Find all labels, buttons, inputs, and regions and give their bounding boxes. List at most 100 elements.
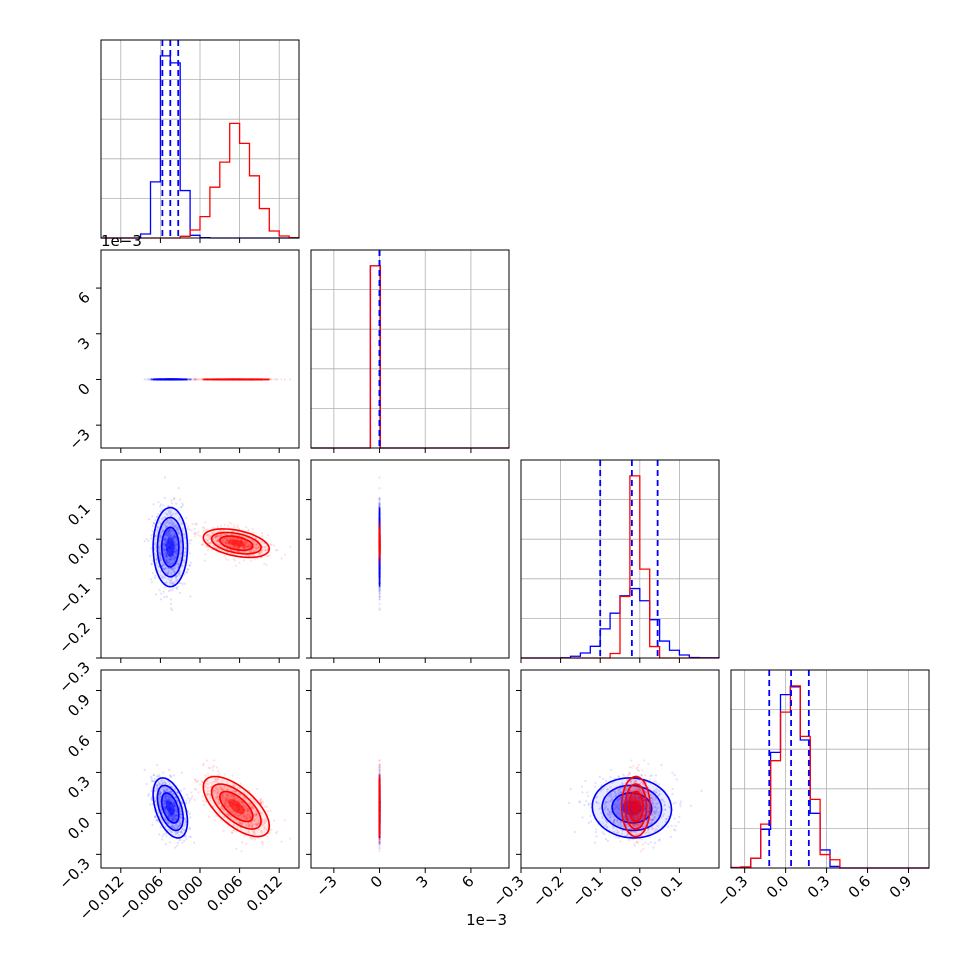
- sample-point: [270, 378, 273, 381]
- sample-point: [164, 781, 167, 784]
- sample-point: [219, 529, 223, 533]
- sample-point: [229, 536, 232, 539]
- sample-point: [177, 532, 181, 535]
- sample-point: [169, 814, 172, 817]
- sample-point: [233, 526, 236, 529]
- sample-point: [164, 796, 167, 799]
- sample-point: [171, 569, 174, 572]
- sample-point: [201, 378, 204, 381]
- sample-point: [163, 567, 166, 571]
- sample-point: [158, 793, 161, 796]
- sample-point: [189, 816, 192, 819]
- sample-point: [170, 776, 173, 779]
- sample-point: [216, 534, 219, 538]
- sample-point: [184, 547, 187, 551]
- sample-point: [156, 763, 159, 767]
- sample-point: [378, 598, 381, 601]
- sample-point: [201, 542, 205, 546]
- sample-point: [176, 528, 179, 531]
- sample-point: [378, 589, 381, 593]
- sample-point: [252, 540, 255, 544]
- sample-point: [202, 529, 205, 532]
- sample-point: [230, 533, 233, 536]
- sample-point: [378, 561, 381, 564]
- sample-point: [254, 549, 257, 552]
- sample-point: [378, 589, 381, 592]
- sample-point: [236, 526, 239, 529]
- sample-point: [158, 546, 161, 549]
- sample-point: [161, 781, 164, 785]
- sample-point: [170, 819, 174, 822]
- sample-point: [247, 537, 250, 540]
- sample-point: [210, 534, 213, 537]
- sample-point: [158, 833, 161, 836]
- sample-point: [164, 552, 167, 555]
- sample-point: [378, 504, 381, 507]
- density-fill: [211, 532, 262, 554]
- sample-point: [186, 793, 189, 797]
- sample-point: [169, 518, 172, 522]
- sample-point: [246, 545, 249, 548]
- sample-point: [245, 546, 248, 549]
- sample-point: [222, 540, 225, 544]
- sample-point: [257, 546, 260, 549]
- sample-point: [174, 805, 177, 808]
- sample-point: [160, 819, 163, 822]
- sample-point: [244, 541, 247, 544]
- sample-point: [219, 535, 222, 538]
- sample-point: [185, 571, 188, 575]
- sample-point: [173, 537, 176, 540]
- sample-point: [226, 540, 229, 543]
- sample-point: [242, 546, 245, 549]
- sample-point: [176, 585, 179, 589]
- sample-point: [378, 559, 381, 562]
- sample-point: [163, 543, 166, 546]
- sample-point: [188, 378, 191, 381]
- sample-point: [165, 554, 168, 557]
- sample-point: [155, 819, 158, 822]
- sample-point: [255, 543, 258, 546]
- sample-point: [167, 534, 170, 537]
- sample-point: [378, 522, 381, 525]
- sample-point: [159, 505, 162, 508]
- sample-point: [378, 476, 381, 479]
- sample-point: [164, 796, 167, 799]
- sample-point: [378, 592, 381, 595]
- sample-point: [158, 589, 161, 592]
- sample-point: [229, 537, 232, 541]
- sample-point: [232, 524, 236, 527]
- sample-point: [168, 558, 171, 561]
- sample-point: [174, 846, 177, 849]
- sample-point: [165, 537, 168, 541]
- sample-point: [166, 573, 169, 576]
- sample-point: [163, 803, 166, 806]
- sample-point: [164, 796, 167, 799]
- sample-point: [160, 536, 163, 539]
- sample-point: [220, 524, 223, 528]
- sample-point: [232, 545, 235, 548]
- sample-point: [173, 804, 176, 807]
- sample-point: [167, 796, 171, 799]
- sample-point: [164, 566, 167, 569]
- sample-point: [158, 800, 161, 803]
- sample-point: [223, 523, 226, 526]
- sample-point: [225, 541, 228, 544]
- sample-point: [171, 818, 174, 821]
- sample-point: [199, 378, 202, 381]
- sample-point: [173, 535, 176, 538]
- sample-point: [150, 537, 153, 540]
- sample-point: [232, 557, 235, 561]
- sample-point: [245, 545, 248, 549]
- sample-point: [183, 787, 186, 790]
- sample-point: [190, 539, 193, 542]
- sample-point: [276, 378, 279, 381]
- sample-point: [242, 551, 245, 554]
- sample-point: [171, 562, 175, 565]
- sample-point: [157, 783, 160, 786]
- sample-point: [162, 771, 165, 774]
- contour-line: [210, 531, 262, 555]
- sample-point: [169, 567, 172, 570]
- sample-point: [213, 535, 216, 539]
- sample-point: [179, 821, 182, 824]
- sample-point: [211, 532, 214, 535]
